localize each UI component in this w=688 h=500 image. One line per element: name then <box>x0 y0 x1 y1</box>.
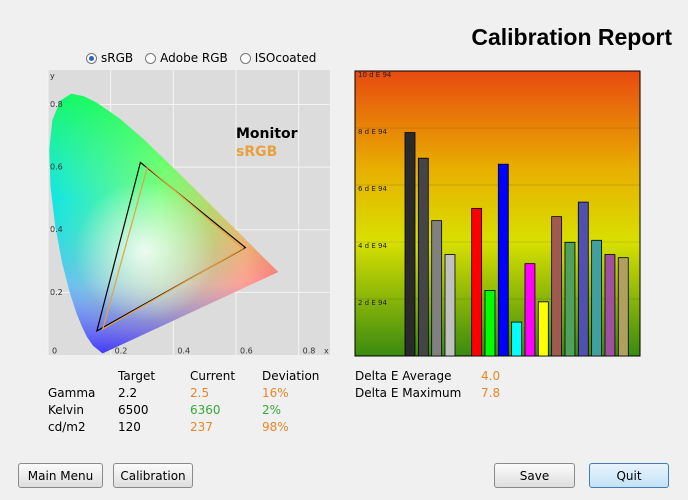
y-tick-label: 0.8 <box>50 100 63 109</box>
y-tick-label: 4 d E 94 <box>358 242 387 250</box>
table-cell: 2.2 <box>118 386 138 400</box>
table-cell: 2.5 <box>190 386 210 400</box>
gamut-triangle <box>101 166 244 331</box>
delta-e-label: Delta E Maximum <box>355 386 462 400</box>
y-tick-label: 2 d E 94 <box>358 299 387 307</box>
y-tick-label: 0.6 <box>50 163 63 172</box>
radio-option[interactable]: sRGB <box>86 51 133 65</box>
bar <box>417 157 429 357</box>
column-header: Target <box>118 369 156 383</box>
delta-e-value: 4.0 <box>481 369 501 383</box>
y-tick-label: 0.2 <box>50 288 63 297</box>
radio-indicator[interactable] <box>239 52 251 64</box>
bar <box>524 263 536 357</box>
bar <box>551 216 563 357</box>
row-label: cd/m2 <box>48 420 86 434</box>
table-cell: 2% <box>262 403 282 417</box>
title: Calibration Report <box>471 24 672 50</box>
radio-indicator[interactable] <box>145 52 157 64</box>
radio-label[interactable]: Adobe RGB <box>160 51 228 65</box>
radio-label[interactable]: sRGB <box>101 51 134 65</box>
radio-option[interactable]: ISOcoated <box>239 51 317 65</box>
bar <box>497 163 509 357</box>
button[interactable]: Calibration <box>113 463 193 488</box>
column-header: Current <box>190 369 236 383</box>
radio-label[interactable]: ISOcoated <box>254 51 317 65</box>
bar <box>484 290 496 357</box>
color-space-options: sRGB Adobe RGB ISOcoated <box>86 51 316 65</box>
radio-indicator[interactable] <box>86 52 97 64</box>
row-label: Kelvin <box>48 403 85 417</box>
x-axis-label: x <box>324 347 329 356</box>
table-cell: 6500 <box>118 403 149 417</box>
table-cell: 120 <box>118 420 141 434</box>
y-tick-label: 10 d E 94 <box>358 71 392 79</box>
delta-e-value: 7.8 <box>481 386 501 400</box>
bar <box>604 254 616 357</box>
y-axis-label: y <box>50 72 55 81</box>
legend-entry: Monitor <box>236 126 298 142</box>
button[interactable]: Save <box>494 463 575 488</box>
bar <box>564 241 576 357</box>
table-cell: 6360 <box>190 403 221 417</box>
x-tick-label: 0 <box>52 347 57 356</box>
table-cell: 98% <box>262 420 289 434</box>
radio-option[interactable]: Adobe RGB <box>145 51 228 65</box>
bar <box>617 257 629 357</box>
x-tick-label: 0.4 <box>177 347 190 356</box>
column-header: Deviation <box>262 369 320 383</box>
bar <box>511 321 523 357</box>
y-tick-label: 8 d E 94 <box>358 128 387 136</box>
bar <box>471 207 483 357</box>
row-label: Gamma <box>48 386 96 400</box>
delta-e-label: Delta E Average <box>355 369 452 383</box>
legend-entry: sRGB <box>236 144 277 160</box>
button[interactable]: Main Menu <box>18 463 103 488</box>
bar <box>444 254 456 357</box>
y-tick-label: 6 d E 94 <box>358 185 387 193</box>
bar <box>537 301 549 357</box>
bar <box>404 132 416 357</box>
x-tick-label: 0.8 <box>303 347 316 356</box>
bar <box>431 220 443 357</box>
bar <box>577 201 589 357</box>
x-tick-label: 0.6 <box>240 347 253 356</box>
table-cell: 237 <box>190 420 213 434</box>
x-tick-label: 0.2 <box>115 347 128 356</box>
y-tick-label: 0.4 <box>50 225 63 234</box>
button[interactable]: Quit <box>589 463 669 488</box>
table-cell: 16% <box>262 386 289 400</box>
bar <box>591 239 603 357</box>
